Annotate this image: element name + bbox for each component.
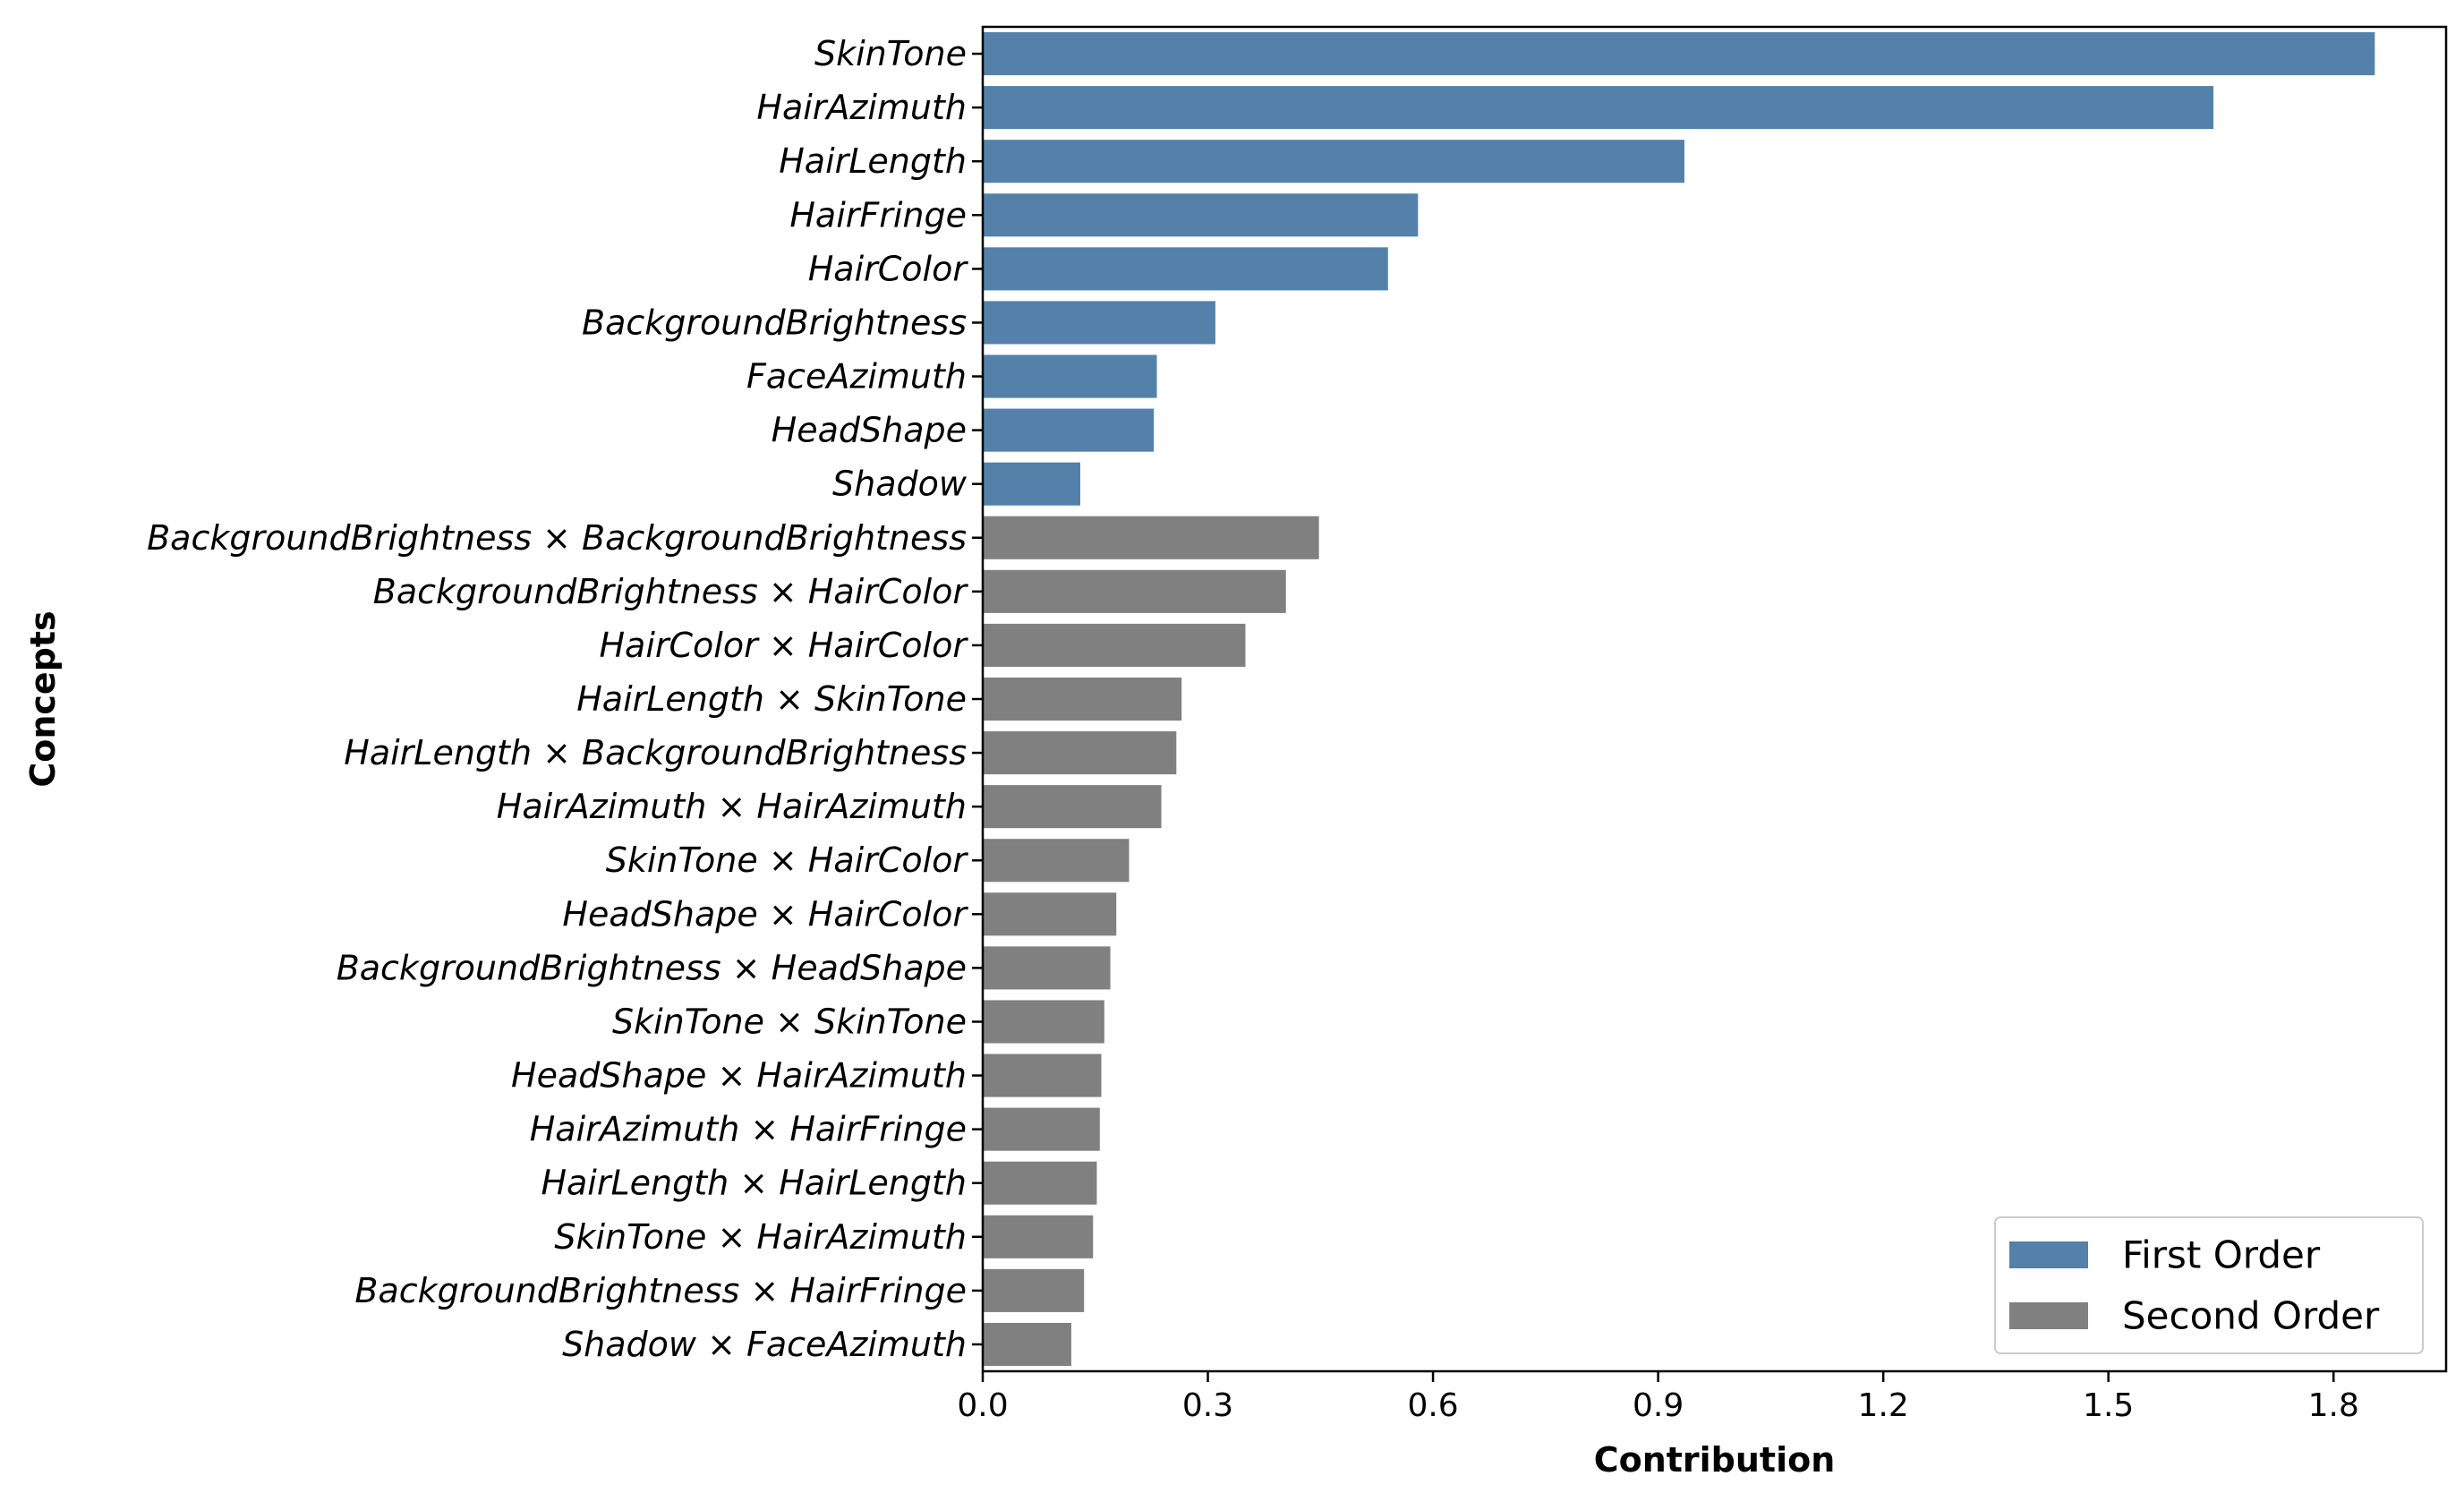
bar-headshape-hairazimuth bbox=[983, 1054, 1102, 1097]
x-tick-label: 0.3 bbox=[1182, 1387, 1233, 1424]
y-tick-label: HeadShape bbox=[772, 411, 967, 450]
bar-hairazimuth-hairazimuth bbox=[983, 785, 1162, 829]
bar-hairlength bbox=[983, 140, 1684, 183]
y-tick-label: HairAzimuth × HairAzimuth bbox=[497, 787, 967, 826]
y-tick-label: BackgroundBrightness × HeadShape bbox=[337, 948, 967, 987]
y-tick-label: Shadow bbox=[832, 465, 968, 504]
legend-swatch-second-order bbox=[2009, 1302, 2088, 1329]
bar-haircolor-haircolor bbox=[983, 623, 1246, 667]
bar-hairfringe bbox=[983, 193, 1419, 237]
y-tick-label: BackgroundBrightness × BackgroundBrightn… bbox=[147, 518, 967, 558]
y-tick-label: BackgroundBrightness bbox=[582, 303, 967, 342]
y-tick-label: HeadShape × HairAzimuth bbox=[511, 1056, 967, 1096]
y-tick-label: BackgroundBrightness × HairFringe bbox=[354, 1271, 967, 1310]
x-tick-label: 1.5 bbox=[2083, 1387, 2134, 1424]
x-ticks: 0.0 0.3 0.6 0.9 1.2 1.5 1.8 bbox=[957, 1371, 2359, 1424]
x-tick-label: 1.2 bbox=[1858, 1387, 1909, 1424]
y-tick-label: HairLength bbox=[779, 141, 967, 181]
y-tick-label: HairLength × SkinTone bbox=[576, 679, 967, 719]
legend-label-second-order: Second Order bbox=[2122, 1294, 2380, 1338]
x-tick-label: 1.8 bbox=[2308, 1387, 2359, 1424]
legend-label-first-order: First Order bbox=[2122, 1233, 2321, 1277]
bar-skintone-haircolor bbox=[983, 839, 1130, 883]
bar-faceazimuth bbox=[983, 354, 1157, 398]
legend: First Order Second Order bbox=[1994, 1216, 2424, 1354]
y-tick-label: HairLength × HairLength bbox=[541, 1164, 967, 1203]
plot-frame bbox=[981, 25, 2448, 1373]
x-axis-title: Contribution bbox=[1594, 1440, 1836, 1480]
x-tick-label: 0.9 bbox=[1633, 1387, 1684, 1424]
y-tick-marks bbox=[972, 52, 983, 1346]
bar-hairazimuth-hairfringe bbox=[983, 1107, 1100, 1151]
bar-shadow bbox=[983, 462, 1080, 506]
bar-hairazimuth bbox=[983, 86, 2214, 130]
x-tick-label: 0.6 bbox=[1407, 1387, 1458, 1424]
bar-haircolor bbox=[983, 247, 1388, 291]
y-tick-label: FaceAzimuth bbox=[746, 357, 967, 397]
legend-box bbox=[1994, 1216, 2424, 1354]
y-tick-label: SkinTone × HairAzimuth bbox=[554, 1217, 967, 1257]
y-tick-label: BackgroundBrightness × HairColor bbox=[373, 572, 969, 611]
y-tick-label: HairColor × HairColor bbox=[599, 626, 968, 665]
bars-group bbox=[983, 32, 2375, 1366]
y-tick-label: HairColor bbox=[808, 249, 969, 288]
bar-skintone-skintone bbox=[983, 1000, 1104, 1044]
y-tick-labels: SkinTone HairAzimuth HairLength HairFringe H… bbox=[147, 34, 968, 1364]
bar-backgroundbrightness-haircolor bbox=[983, 569, 1286, 613]
bar-backgroundbrightness-headshape bbox=[983, 946, 1111, 990]
bar-hairlength-hairlength bbox=[983, 1161, 1097, 1205]
bar-hairlength-skintone bbox=[983, 677, 1182, 721]
legend-swatch-first-order bbox=[2009, 1241, 2088, 1268]
y-tick-label: SkinTone × SkinTone bbox=[612, 1002, 967, 1041]
y-axis-title: Concepts bbox=[23, 610, 63, 787]
y-tick-label: HairLength × BackgroundBrightness bbox=[344, 733, 967, 772]
x-tick-label: 0.0 bbox=[957, 1387, 1008, 1424]
bar-backgroundbrightness bbox=[983, 301, 1215, 345]
y-tick-label: HairFringe bbox=[789, 195, 967, 235]
bar-headshape bbox=[983, 408, 1155, 452]
bar-backgroundbrightness-hairfringe bbox=[983, 1268, 1085, 1312]
bar-backgroundbrightness-backgroundbrightness bbox=[983, 516, 1319, 559]
y-tick-label: HairAzimuth × HairFringe bbox=[530, 1110, 967, 1149]
y-tick-label: SkinTone bbox=[814, 34, 967, 73]
y-tick-label: SkinTone × HairColor bbox=[606, 840, 969, 880]
bar-skintone bbox=[983, 32, 2375, 76]
bar-shadow-faceazimuth bbox=[983, 1322, 1071, 1366]
y-tick-label: Shadow × FaceAzimuth bbox=[562, 1325, 967, 1364]
y-tick-label: HairAzimuth bbox=[756, 88, 967, 127]
bar-skintone-hairazimuth bbox=[983, 1215, 1094, 1258]
bar-hairlength-backgroundbrightness bbox=[983, 731, 1177, 775]
y-tick-label: HeadShape × HairColor bbox=[562, 894, 968, 934]
bar-headshape-haircolor bbox=[983, 892, 1117, 936]
